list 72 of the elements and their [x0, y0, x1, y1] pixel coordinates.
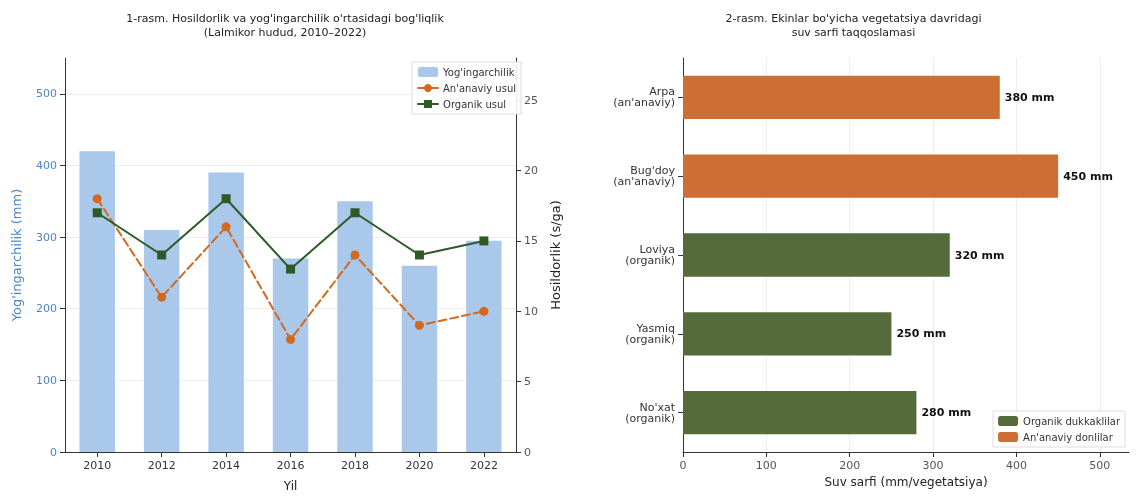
legend-label: An'anaviy donlilar: [1023, 431, 1114, 443]
y2-tick-label: 10: [524, 304, 539, 318]
legend-label: Organik dukkaklilar: [1023, 415, 1121, 427]
point: [350, 250, 360, 260]
x-tick-label: 400: [1005, 459, 1027, 472]
point: [92, 208, 102, 218]
y-tick-label: No'xat (organik): [625, 400, 676, 425]
bar: [466, 240, 502, 452]
x-tick-label: 0: [679, 459, 687, 472]
point: [221, 222, 231, 232]
point: [414, 250, 424, 260]
y-tick-label: Bug'doy (an'anaviy): [613, 164, 676, 189]
bar: [683, 154, 1059, 198]
y2-tick-label: 25: [524, 93, 539, 107]
data-label: 280 mm: [921, 406, 972, 420]
bar: [683, 312, 892, 356]
point: [414, 320, 424, 330]
bar: [272, 258, 309, 452]
bar: [683, 390, 917, 435]
y-tick-label: Arpa (an'anaviy): [613, 85, 675, 110]
x-axis-title: Yil: [282, 479, 298, 493]
point: [157, 250, 167, 260]
bar: [683, 75, 1000, 120]
y-tick-label: 500: [36, 87, 57, 101]
x-tick-label: 2014: [212, 459, 241, 472]
point: [350, 208, 360, 218]
bar: [79, 151, 115, 452]
point: [286, 264, 296, 274]
y-tick-label: 400: [36, 158, 57, 172]
x-tick-label: 300: [922, 459, 944, 472]
y-tick-label: 100: [36, 373, 57, 387]
point: [92, 194, 102, 204]
legend-label: Yog'ingarchilik: [442, 66, 515, 78]
point: [221, 194, 231, 204]
bar: [143, 229, 180, 452]
y2-tick-label: 5: [524, 375, 532, 389]
y2-tick-label: 20: [524, 164, 539, 178]
y2-tick-label: 15: [524, 234, 539, 248]
y2-tick-label: 0: [524, 445, 532, 459]
legend-label: An'anaviy usul: [443, 82, 517, 94]
x-tick-label: 100: [755, 459, 777, 472]
x-tick-label: 2012: [147, 459, 176, 472]
x-axis-title: Suv sarfi (mm/vegetatsiya): [824, 475, 988, 489]
y-tick-label: 200: [36, 302, 57, 316]
x-tick-label: 2022: [469, 459, 498, 472]
y2-axis-title: Hosildorlik (s/ga): [548, 200, 563, 310]
data-label: 380 mm: [1004, 90, 1055, 104]
y-axis-title: Yog'ingarchilik (mm): [9, 188, 24, 323]
x-tick-label: 500: [1089, 459, 1111, 472]
x-tick-label: 2016: [276, 459, 305, 472]
y-tick-label: Loviya (organik): [625, 243, 675, 267]
point: [479, 236, 489, 246]
point: [286, 334, 296, 344]
data-label: 320 mm: [954, 248, 1005, 262]
data-label: 250 mm: [896, 327, 947, 341]
y-tick-label: 0: [50, 445, 57, 459]
x-tick-label: 200: [839, 459, 861, 472]
legend-label: Organik usul: [443, 98, 507, 110]
chart-title: 1-rasm. Hosildorlik va yog'ingarchilik o'rtasidagi bog'liqlik (Lalmikor hudud, 2010–2022): [126, 11, 445, 39]
data-label: 450 mm: [1063, 169, 1113, 183]
bar: [401, 265, 438, 452]
y-tick-label: Yasmiq (organik): [625, 321, 675, 346]
y-tick-label: 300: [36, 230, 57, 244]
point: [157, 292, 167, 302]
bar: [683, 233, 950, 277]
x-tick-label: 2018: [340, 459, 369, 472]
point: [479, 306, 489, 316]
x-tick-label: 2010: [83, 459, 112, 472]
x-tick-label: 2020: [405, 459, 434, 472]
bar: [208, 172, 244, 452]
chart-title: 2-rasm. Ekinlar bo'yicha vegetatsiya davridagi suv sarfi taqqoslamasi: [725, 11, 982, 39]
bar: [337, 201, 373, 452]
